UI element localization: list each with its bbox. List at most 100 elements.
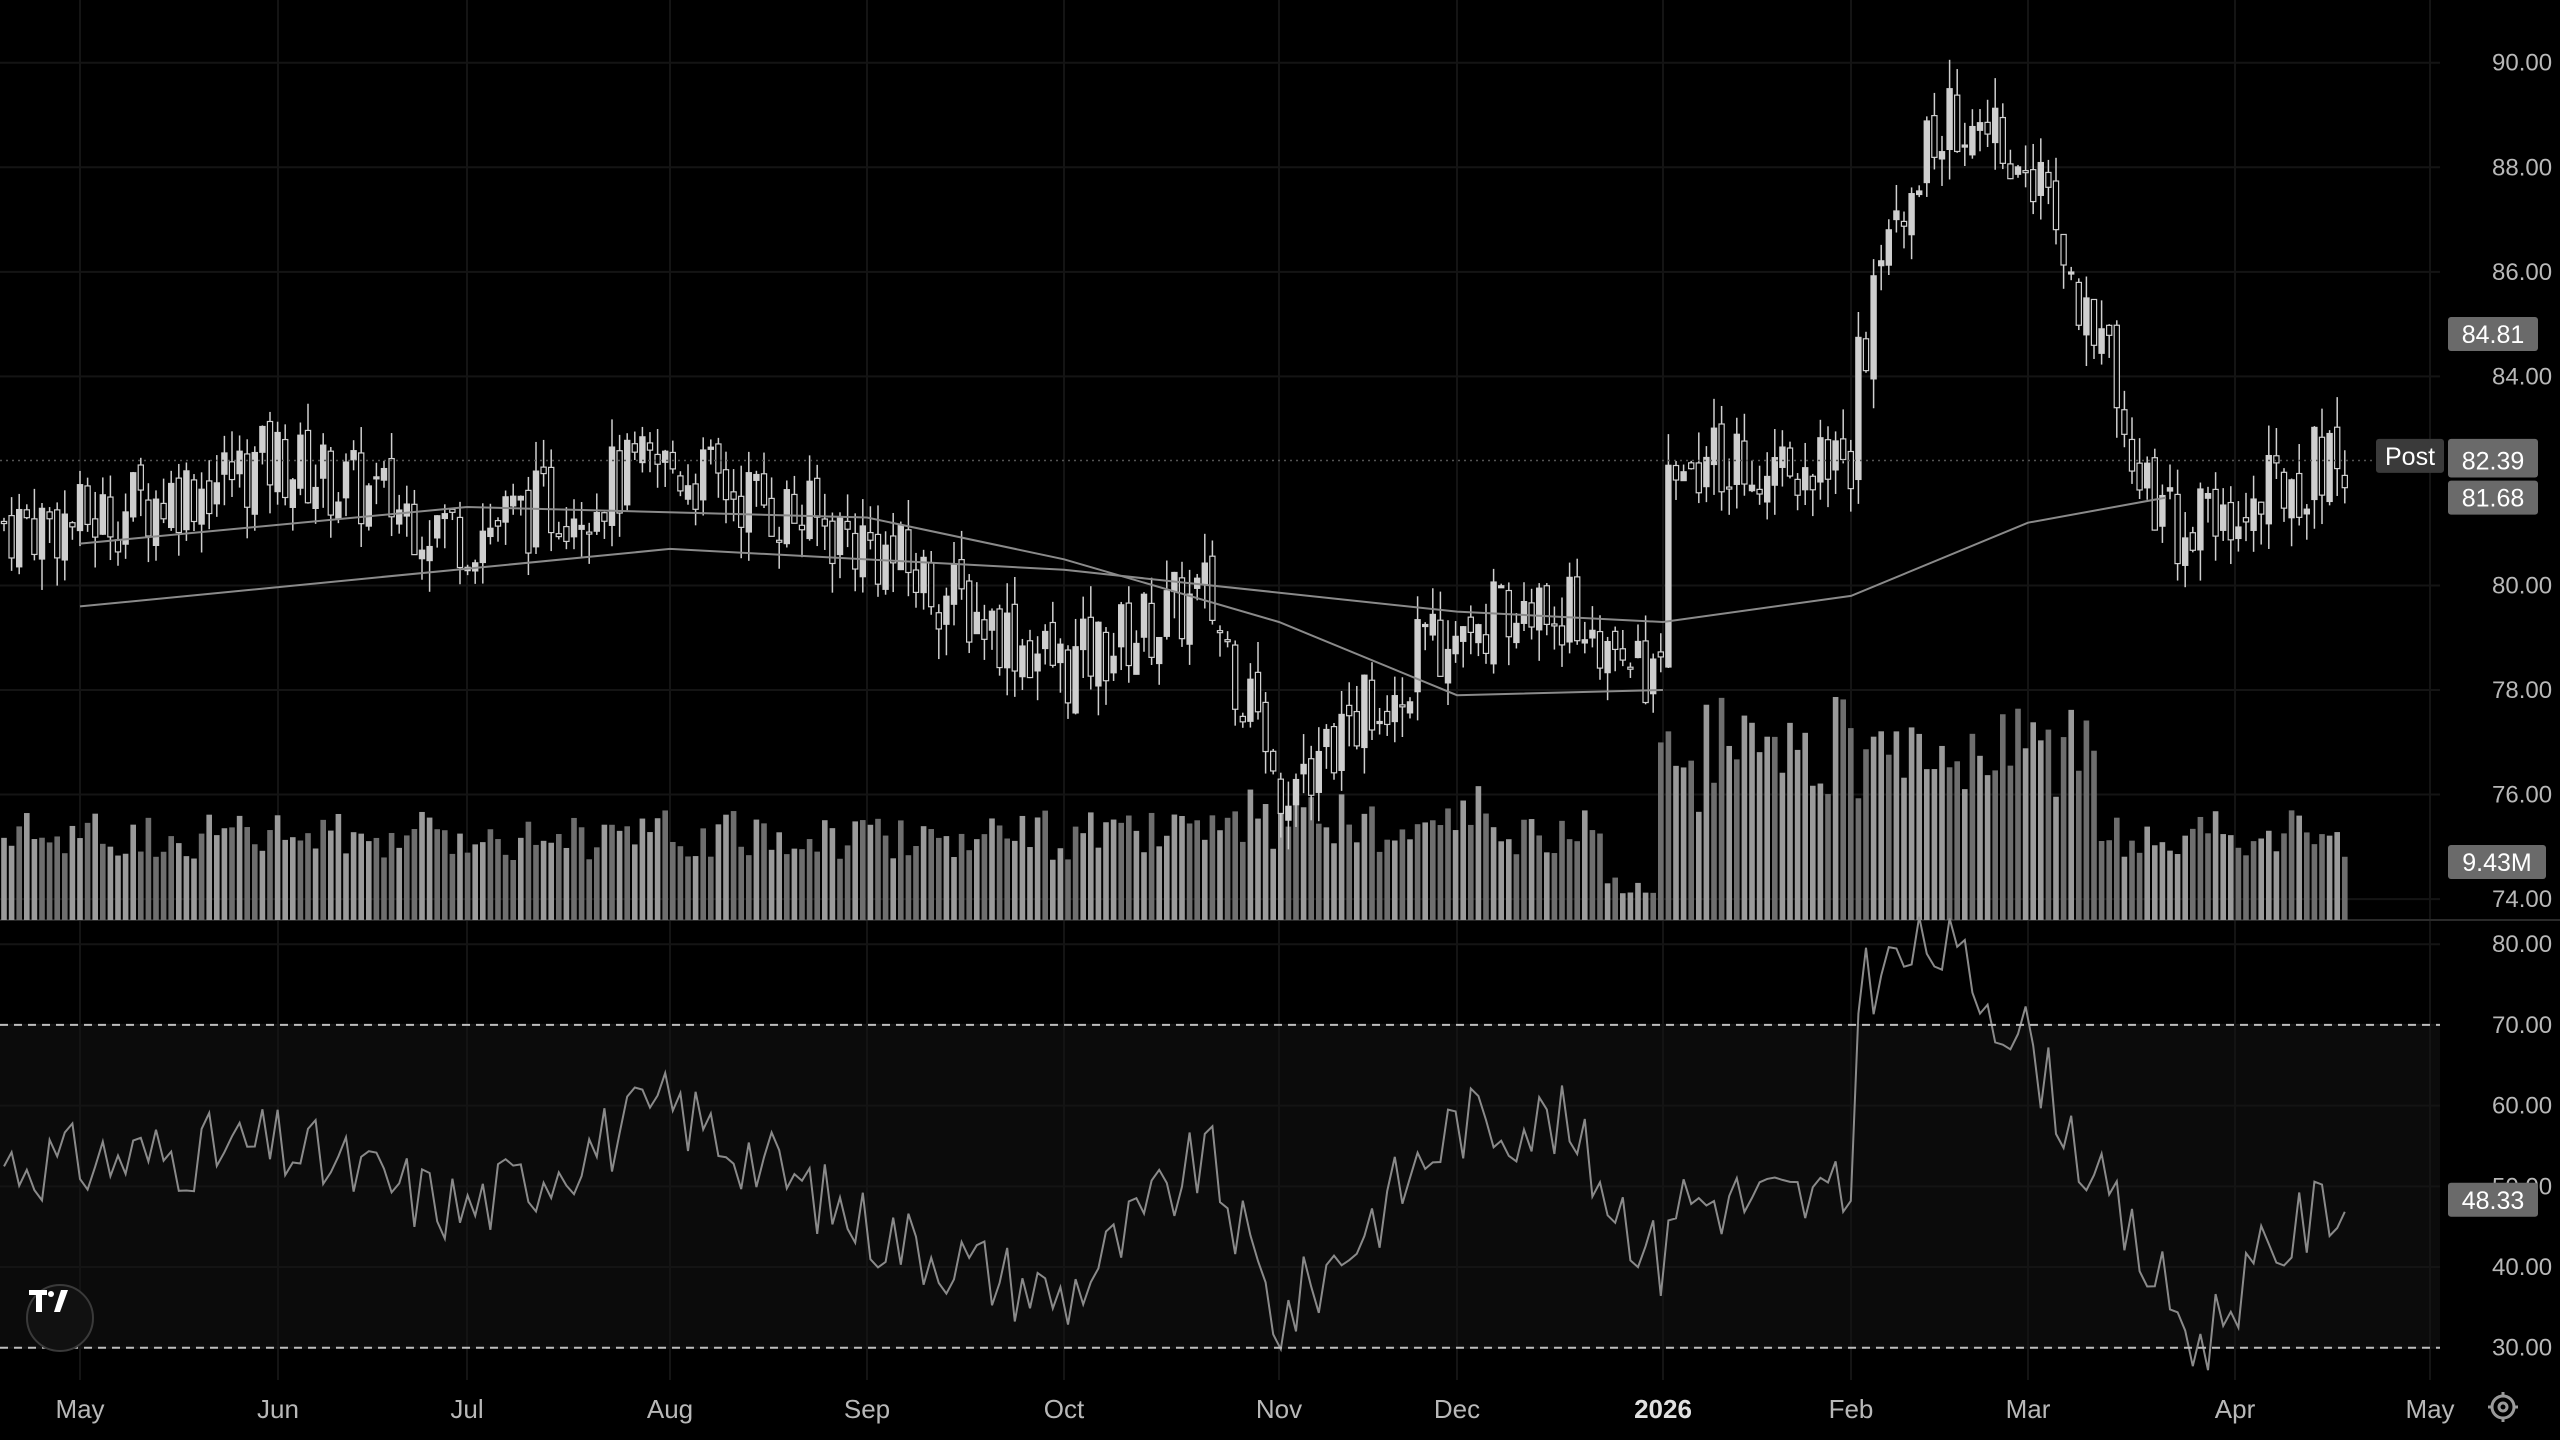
volume-bar [2288, 810, 2295, 920]
candle-body [479, 530, 487, 564]
volume-bar [1764, 736, 1770, 920]
candle-body [259, 425, 266, 453]
volume-bar [1445, 808, 1451, 920]
candle-body [1444, 648, 1452, 684]
volume-bar [1323, 827, 1330, 920]
volume-bar [221, 828, 228, 920]
candle-body [1573, 576, 1581, 642]
volume-bar [1711, 782, 1717, 920]
volume-bar [981, 834, 988, 920]
candle-body [1855, 336, 1862, 481]
price-label: 84.81 [2462, 321, 2525, 349]
volume-bar [1825, 794, 1831, 920]
candle-body [1072, 646, 1079, 714]
candle-body [1399, 704, 1406, 708]
candle-body [114, 539, 122, 553]
volume-bar [1597, 833, 1603, 920]
candle-body [350, 450, 357, 461]
volume-bar [1734, 759, 1740, 920]
volume-bar [654, 818, 661, 920]
volume-bar [1126, 815, 1132, 920]
candle-body [456, 516, 464, 569]
candle-body [1900, 220, 1908, 227]
volume-bar [632, 844, 638, 920]
volume-bar [1468, 824, 1474, 920]
candle-body [396, 509, 403, 525]
candle-body [1611, 630, 1619, 651]
volume-bar [2167, 850, 2173, 920]
volume-bar [1042, 810, 1048, 920]
volume-bars [1, 696, 2348, 920]
volume-bar [662, 810, 668, 920]
volume-bar [2007, 765, 2014, 920]
volume-bar [1354, 842, 1360, 920]
volume-bar [2022, 748, 2029, 920]
candle-body [608, 446, 616, 526]
volume-bar [2304, 832, 2310, 920]
candle-body [920, 556, 927, 594]
candle-body [912, 569, 920, 594]
candle-body [1338, 713, 1345, 771]
volume-bar [2212, 811, 2219, 920]
candle-body [1756, 488, 1763, 495]
volume-bar [776, 832, 782, 920]
candle-body [889, 535, 897, 564]
candle-body [943, 595, 950, 625]
volume-bar [1338, 794, 1345, 920]
candle-body [2204, 492, 2212, 499]
candle-body [342, 461, 350, 499]
candle-body [1627, 666, 1634, 670]
volume-bar [814, 851, 820, 920]
candle-body [867, 531, 874, 541]
volume-bar [426, 817, 433, 920]
volume-bar [1650, 892, 1656, 920]
volume-bar [2098, 841, 2105, 920]
volume-bar [2083, 720, 2090, 920]
volume-bar [282, 839, 288, 920]
volume-bar [198, 833, 205, 920]
volume-bar [495, 839, 501, 920]
volume-bar [601, 824, 608, 920]
candle-body [722, 469, 730, 501]
tradingview-logo-icon[interactable] [26, 1284, 94, 1352]
candle-body [16, 508, 23, 568]
candle-body [2068, 271, 2075, 275]
candle-body [2052, 180, 2060, 231]
candle-body [1414, 619, 1421, 693]
volume-bar [1718, 697, 1725, 920]
volume-bar [2129, 840, 2135, 920]
volume-bar [2205, 833, 2211, 920]
candle-body [1361, 674, 1368, 749]
volume-bar [2243, 855, 2249, 920]
volume-bar [419, 811, 425, 920]
time-tick-label: Jul [450, 1394, 483, 1424]
candle-body [1049, 621, 1056, 666]
volume-bar [905, 855, 912, 920]
candle-body [654, 453, 661, 465]
volume-bar [62, 853, 68, 920]
volume-bar [1004, 838, 1010, 920]
candle-body [1877, 260, 1885, 267]
volume-bar [84, 822, 91, 920]
candle-body [1125, 602, 1132, 667]
candle-body [1763, 475, 1771, 503]
volume-bar [2045, 729, 2052, 920]
price-label: 82.39 [2462, 448, 2525, 476]
volume-bar [2266, 830, 2272, 920]
volume-bar [404, 835, 410, 920]
candle-body [813, 477, 821, 518]
candle-body [1649, 658, 1657, 695]
volume-bar [920, 826, 927, 920]
volume-bar [1772, 736, 1778, 920]
price-label-bg [2448, 480, 2538, 515]
candle-body [851, 532, 859, 570]
gear-icon[interactable] [2486, 1390, 2520, 1424]
candle-body [152, 498, 160, 547]
volume-bar [1019, 815, 1026, 920]
candle-body [897, 524, 905, 571]
volume-bar [2106, 840, 2112, 920]
candle-body [570, 518, 578, 538]
volume-bar [2030, 722, 2036, 920]
